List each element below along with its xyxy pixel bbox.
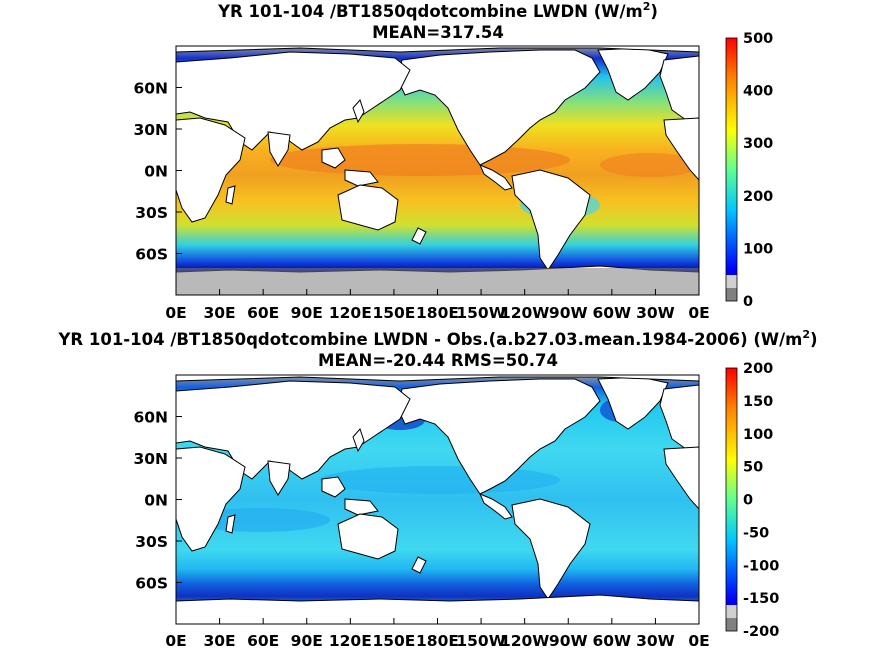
colorbar-tick-label: -50 <box>743 525 769 541</box>
x-tick-label: 30E <box>203 304 235 322</box>
bottom-colorbar-bar <box>726 368 737 631</box>
x-tick-label: 60E <box>247 632 279 650</box>
x-tick-label: 120E <box>329 632 372 650</box>
colorbar-tick-label: 100 <box>743 241 773 257</box>
top-colorbar-frame <box>725 37 738 302</box>
y-tick-label: 60S <box>135 575 168 593</box>
colorbar-tick-label: 300 <box>743 136 773 152</box>
top-colorbar: 0 100 200 300 400 500 <box>725 31 773 310</box>
y-tick-label: 30N <box>133 450 168 468</box>
top-colorbar-gray-dark <box>726 288 737 301</box>
x-tick-label: 180E <box>416 632 459 650</box>
colorbar-tick-label: 0 <box>743 493 753 509</box>
bottom-colorbar: -200 -150 -100 -50 0 50 100 150 200 <box>725 361 779 640</box>
bottom-subtitle: MEAN=-20.44 RMS=50.74 <box>318 351 558 370</box>
top-colorbar-gray-light <box>726 275 737 288</box>
x-tick-label: 120W <box>500 304 549 322</box>
y-tick-label: 30N <box>133 121 168 139</box>
top-warm-pool <box>270 144 570 176</box>
y-tick-label: 0N <box>144 492 168 510</box>
colorbar-tick-label: 200 <box>743 189 773 205</box>
x-tick-label: 150E <box>372 632 415 650</box>
top-colorbar-bar <box>726 38 737 301</box>
x-tick-label: 0E <box>165 304 186 322</box>
bottom-title: YR 101-104 /BT1850qdotcombine LWDN - Obs… <box>57 328 817 349</box>
bottom-colorbar-frame <box>725 367 738 632</box>
x-tick-label: 150W <box>456 632 505 650</box>
x-tick-label: 60W <box>592 304 631 322</box>
bottom-tropical-band <box>320 466 560 494</box>
top-map <box>176 46 699 295</box>
x-tick-label: 30W <box>636 304 675 322</box>
bottom-colorbar-gray-dark <box>726 618 737 631</box>
x-tick-label: 0E <box>688 632 709 650</box>
x-tick-label: 150E <box>372 304 415 322</box>
bottom-indian-band <box>190 508 330 532</box>
colorbar-tick-label: -200 <box>743 624 779 640</box>
colorbar-tick-label: 400 <box>743 84 773 100</box>
y-tick-label: 60N <box>133 80 168 98</box>
colorbar-tick-label: 0 <box>743 294 753 310</box>
top-panel: YR 101-104 /BT1850qdotcombine LWDN (W/m2… <box>133 0 773 322</box>
top-y-axis: 60N 30N 0N 30S 60S <box>133 80 182 264</box>
colorbar-tick-label: 50 <box>743 460 763 476</box>
top-subtitle: MEAN=317.54 <box>372 23 504 42</box>
x-tick-label: 90E <box>291 304 323 322</box>
bottom-panel: YR 101-104 /BT1850qdotcombine LWDN - Obs… <box>57 328 817 650</box>
x-tick-label: 30E <box>203 632 235 650</box>
colorbar-tick-label: 500 <box>743 31 773 47</box>
bottom-map <box>176 375 699 624</box>
x-tick-label: 90W <box>549 304 588 322</box>
x-tick-label: 60W <box>592 632 631 650</box>
y-tick-label: 60N <box>133 409 168 427</box>
x-tick-label: 0E <box>688 304 709 322</box>
bottom-colorbar-gray-light <box>726 605 737 618</box>
y-tick-label: 30S <box>135 533 168 551</box>
x-tick-label: 90W <box>549 632 588 650</box>
top-title: YR 101-104 /BT1850qdotcombine LWDN (W/m2… <box>217 0 658 21</box>
x-tick-label: 120E <box>329 304 372 322</box>
colorbar-tick-label: 200 <box>743 361 773 377</box>
y-tick-label: 30S <box>135 204 168 222</box>
x-tick-label: 150W <box>456 304 505 322</box>
x-tick-label: 60E <box>247 304 279 322</box>
colorbar-tick-label: 150 <box>743 394 773 410</box>
top-atlantic-warm <box>600 153 699 177</box>
x-tick-label: 120W <box>500 632 549 650</box>
x-tick-label: 0E <box>165 632 186 650</box>
colorbar-tick-label: 100 <box>743 427 773 443</box>
bottom-colorbar-ticks: -200 -150 -100 -50 0 50 100 150 200 <box>743 361 779 640</box>
x-tick-label: 30W <box>636 632 675 650</box>
y-tick-label: 60S <box>135 246 168 264</box>
x-tick-label: 90E <box>291 632 323 650</box>
x-tick-label: 180E <box>416 304 459 322</box>
y-tick-label: 0N <box>144 163 168 181</box>
top-colorbar-ticks: 0 100 200 300 400 500 <box>743 31 773 310</box>
colorbar-tick-label: -150 <box>743 591 779 607</box>
bottom-y-axis: 60N 30N 0N 30S 60S <box>133 409 182 593</box>
colorbar-tick-label: -100 <box>743 558 779 574</box>
